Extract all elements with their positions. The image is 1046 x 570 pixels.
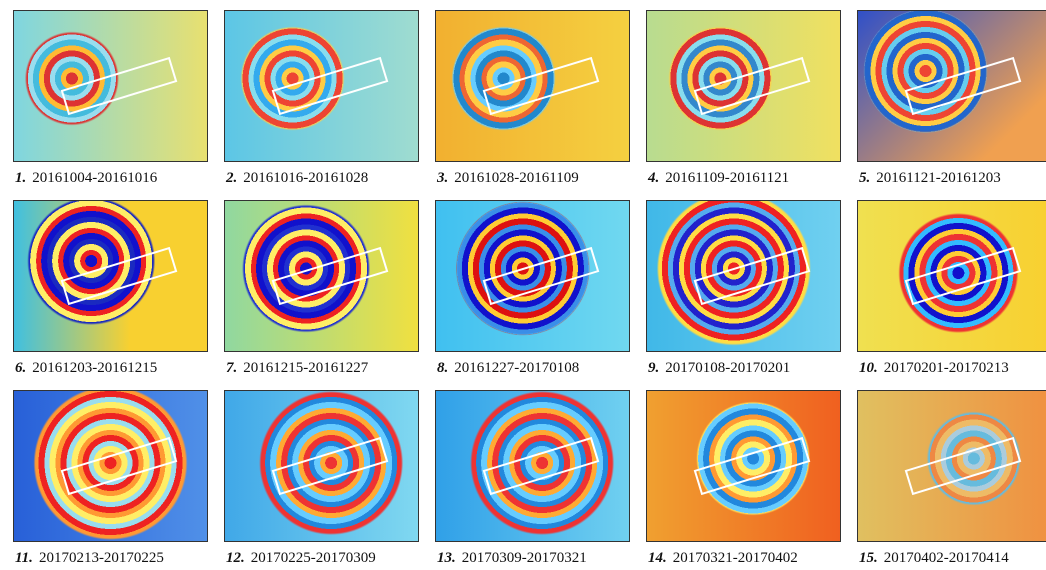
caption: 13. 20170309-20170321	[437, 550, 587, 567]
panel-number: 3.	[437, 170, 448, 186]
panel-number: 9.	[648, 360, 659, 376]
caption: 9. 20170108-20170201	[648, 360, 790, 377]
caption: 11. 20170213-20170225	[15, 550, 164, 567]
caption: 7. 20161215-20161227	[226, 360, 368, 377]
interferogram	[224, 390, 419, 542]
panel-dates: 20170108-20170201	[665, 360, 790, 376]
panel-dates: 20161109-20161121	[665, 170, 789, 186]
panel-number: 4.	[648, 170, 659, 186]
caption: 10. 20170201-20170213	[859, 360, 1009, 377]
panel-dates: 20170225-20170309	[251, 550, 376, 566]
interferogram	[435, 200, 630, 352]
caption: 5. 20161121-20161203	[859, 170, 1001, 187]
caption: 12. 20170225-20170309	[226, 550, 376, 567]
caption: 8. 20161227-20170108	[437, 360, 579, 377]
interferogram	[646, 390, 841, 542]
panel-dates: 20170213-20170225	[39, 550, 164, 566]
panel-number: 11.	[15, 550, 33, 566]
caption: 6. 20161203-20161215	[15, 360, 157, 377]
caption: 14. 20170321-20170402	[648, 550, 798, 567]
panel-number: 5.	[859, 170, 870, 186]
panel-number: 10.	[859, 360, 878, 376]
panel-number: 7.	[226, 360, 237, 376]
panel-dates: 20161004-20161016	[32, 170, 157, 186]
panel-dates: 20161203-20161215	[32, 360, 157, 376]
interferogram	[646, 10, 841, 162]
panel-dates: 20161227-20170108	[454, 360, 579, 376]
caption: 2. 20161016-20161028	[226, 170, 368, 187]
panel-dates: 20161028-20161109	[454, 170, 578, 186]
panel-number: 1.	[15, 170, 26, 186]
interferogram	[857, 200, 1046, 352]
caption: 4. 20161109-20161121	[648, 170, 789, 187]
panel-dates: 20170201-20170213	[884, 360, 1009, 376]
panel-number: 6.	[15, 360, 26, 376]
panel-number: 14.	[648, 550, 667, 566]
interferogram	[13, 390, 208, 542]
panel-number: 12.	[226, 550, 245, 566]
figure: 1. 20161004-20161016 2. 20161016-20161028 3.…	[0, 0, 1046, 570]
interferogram	[857, 390, 1046, 542]
panel-dates: 20161215-20161227	[243, 360, 368, 376]
panel-dates: 20170402-20170414	[884, 550, 1009, 566]
interferogram	[435, 10, 630, 162]
interferogram	[857, 10, 1046, 162]
panel-number: 15.	[859, 550, 878, 566]
panel-number: 2.	[226, 170, 237, 186]
panel-number: 8.	[437, 360, 448, 376]
panel-number: 13.	[437, 550, 456, 566]
caption: 1. 20161004-20161016	[15, 170, 157, 187]
interferogram	[13, 200, 208, 352]
interferogram	[435, 390, 630, 542]
interferogram	[224, 200, 419, 352]
panel-dates: 20161121-20161203	[876, 170, 1000, 186]
panel-dates: 20161016-20161028	[243, 170, 368, 186]
panel-dates: 20170309-20170321	[462, 550, 587, 566]
interferogram	[224, 10, 419, 162]
caption: 3. 20161028-20161109	[437, 170, 579, 187]
caption: 15. 20170402-20170414	[859, 550, 1009, 567]
interferogram	[13, 10, 208, 162]
panel-dates: 20170321-20170402	[673, 550, 798, 566]
interferogram	[646, 200, 841, 352]
